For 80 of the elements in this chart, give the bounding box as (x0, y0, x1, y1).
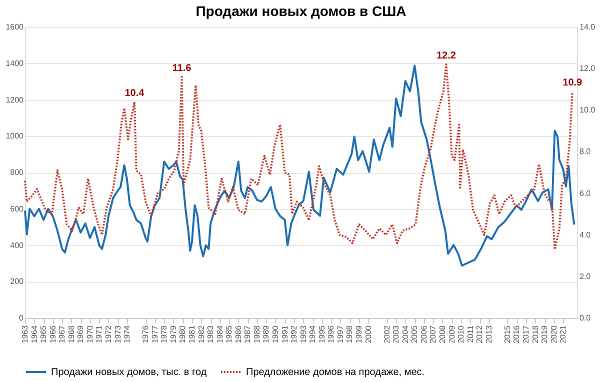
x-tick-label: 2010 (456, 324, 466, 344)
x-tick-label: 1993 (298, 324, 308, 344)
x-tick-label: 1987 (243, 324, 252, 344)
y-tick-label: 600 (10, 204, 24, 214)
y2-tick-label: 6.0 (580, 188, 592, 198)
x-tick-label: 1983 (206, 324, 216, 344)
x-tick-label: 1981 (187, 324, 196, 344)
x-tick-label: 1978 (160, 324, 169, 344)
y2-tick-label: 4.0 (580, 230, 592, 240)
x-tick-label: 1965 (39, 324, 48, 344)
x-tick-label: 1971 (94, 324, 104, 344)
x-tick-label: 1985 (224, 324, 234, 344)
x-tick-label: 1968 (66, 324, 76, 344)
x-tick-label: 2019 (540, 324, 550, 344)
x-tick-label: 1967 (58, 324, 67, 344)
x-tick-label: 2018 (530, 324, 540, 344)
x-tick-label: 1986 (234, 324, 243, 344)
y-tick-label: 800 (10, 168, 24, 177)
y2-tick-label: 8.0 (580, 147, 592, 156)
x-tick-label: 1997 (336, 324, 345, 344)
chart-title: Продажи новых домов в США (196, 3, 406, 19)
x-tick-label: 2013 (484, 324, 494, 344)
x-tick-label: 1973 (113, 324, 122, 344)
x-tick-label: 1980 (178, 324, 188, 344)
x-tick-label: 1969 (76, 324, 86, 344)
x-tick-label: 1964 (30, 324, 39, 344)
x-tick-label: 2006 (419, 324, 428, 344)
legend-label: Предложение домов на продаже, мес. (246, 367, 425, 378)
y-tick-label: 400 (10, 240, 24, 250)
y-tick-label: 1400 (6, 58, 24, 68)
annotation: 10.4 (124, 88, 145, 99)
y-tick-label: 1000 (6, 132, 24, 141)
legend-label: Продажи новых домов, тыс. в год (51, 367, 207, 378)
x-tick-label: 1995 (317, 324, 326, 344)
x-tick-label: 1970 (85, 324, 94, 344)
y2-tick-label: 0.0 (580, 314, 592, 322)
x-tick-label: 1982 (196, 324, 206, 344)
y-tick-label: 1600 (6, 22, 24, 32)
x-tick-label: 1984 (215, 324, 224, 344)
x-tick-label: 1991 (280, 324, 290, 344)
y2-tick-label: 12.0 (580, 64, 596, 74)
x-tick-label: 1974 (122, 324, 132, 344)
y2-tick-label: 2.0 (580, 272, 592, 281)
x-tick-label: 1998 (345, 324, 354, 344)
x-tick-label: 1996 (326, 324, 336, 344)
x-tick-label: 2015 (502, 324, 512, 344)
x-tick-label: 2020 (549, 324, 558, 344)
x-tick-label: 2016 (512, 324, 522, 344)
x-tick-label: 2009 (447, 324, 456, 344)
annotation: 12.2 (436, 50, 456, 62)
x-tick-label: 1963 (20, 324, 30, 344)
annotation: 11.6 (172, 62, 192, 74)
x-tick-label: 2008 (438, 324, 447, 344)
x-tick-label: 2002 (382, 324, 392, 344)
x-tick-label: 2017 (521, 324, 530, 344)
annotation: 10.9 (562, 77, 583, 88)
x-tick-label: 1979 (168, 324, 178, 344)
x-tick-label: 1992 (290, 324, 299, 344)
y-tick-label: 200 (10, 277, 24, 286)
x-tick-label: 1966 (48, 324, 58, 344)
x-tick-label: 1990 (270, 324, 280, 344)
y-tick-label: 0 (19, 314, 24, 322)
x-tick-label: 1994 (308, 324, 318, 344)
x-tick-label: 2003 (392, 324, 401, 344)
x-tick-label: 1972 (104, 324, 113, 344)
y2-tick-label: 14.0 (580, 22, 596, 32)
y-tick-label: 1200 (6, 95, 24, 104)
x-tick-label: 2021 (558, 324, 568, 344)
x-tick-label: 2004 (400, 324, 410, 344)
x-tick-label: 2005 (410, 324, 420, 344)
x-tick-label: 2011 (466, 324, 475, 343)
y2-tick-label: 10.0 (580, 106, 596, 115)
x-tick-label: 2012 (475, 324, 484, 344)
x-tick-label: 1976 (141, 324, 150, 344)
x-tick-label: 2000 (364, 324, 373, 344)
x-tick-label: 2007 (428, 324, 438, 344)
x-tick-label: 1977 (150, 324, 160, 344)
x-tick-label: 1989 (262, 324, 271, 344)
x-tick-label: 1988 (252, 324, 262, 344)
x-tick-label: 1999 (354, 324, 364, 344)
